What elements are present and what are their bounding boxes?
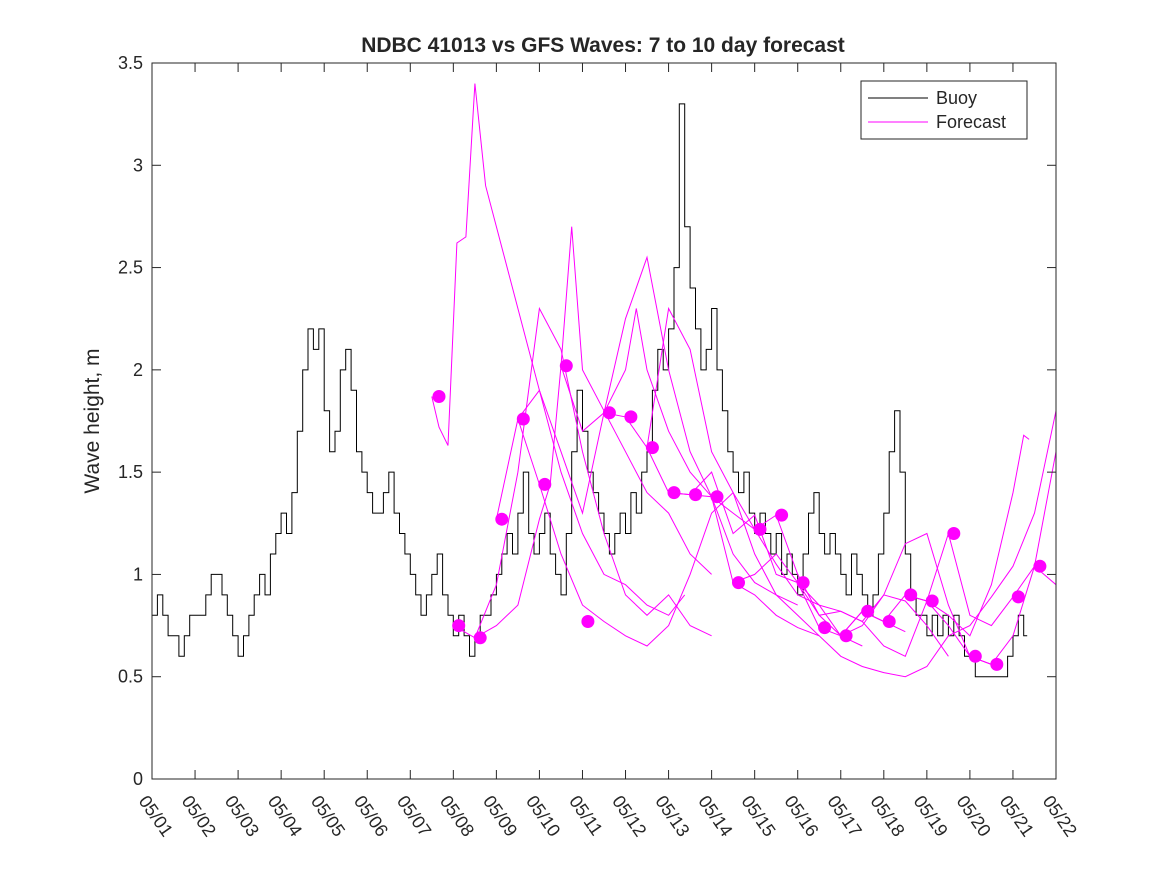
forecast-marker-3 <box>473 631 487 645</box>
forecast-line-3 <box>474 226 712 639</box>
legend: Buoy Forecast <box>860 80 1028 140</box>
plot-frame <box>151 62 1057 780</box>
forecast-line-4 <box>495 308 798 606</box>
y-tick-label: 3 <box>133 155 143 175</box>
forecast-marker-2 <box>452 619 466 633</box>
forecast-line-11 <box>797 531 1056 657</box>
forecast-line-9 <box>668 471 992 665</box>
forecast-marker-15 <box>732 576 745 590</box>
forecast-line-8 <box>646 306 949 657</box>
series-layer <box>152 83 1056 678</box>
forecast-marker-9 <box>602 406 616 420</box>
y-tick-label: 3.5 <box>118 53 143 73</box>
y-tick-label: 0 <box>133 769 143 789</box>
forecast-marker-20 <box>839 629 853 643</box>
legend-buoy-label: Buoy <box>936 88 977 108</box>
y-tick-label: 1 <box>133 564 143 584</box>
forecast-marker-18 <box>796 576 810 590</box>
forecast-marker-29 <box>1033 559 1047 573</box>
forecast-marker-12 <box>667 486 681 500</box>
y-axis-label: Wave height, m <box>81 348 104 493</box>
forecast-marker-26 <box>968 649 982 663</box>
y-tick-label: 0.5 <box>118 667 143 687</box>
forecast-marker-25 <box>947 527 961 540</box>
forecast-marker-23 <box>904 588 918 602</box>
legend-forecast-label: Forecast <box>936 112 1006 132</box>
forecast-marker-11 <box>645 441 659 455</box>
forecast-marker-4 <box>495 512 509 526</box>
forecast-marker-14 <box>710 490 724 504</box>
forecast-marker-22 <box>882 615 896 628</box>
forecast-marker-27 <box>990 657 1004 671</box>
legend-box <box>860 80 1028 140</box>
forecast-marker-6 <box>538 477 552 491</box>
forecast-line-2 <box>453 306 712 639</box>
forecast-marker-8 <box>581 615 595 628</box>
forecast-marker-7 <box>559 359 573 373</box>
forecast-marker-13 <box>689 488 702 502</box>
forecast-marker-10 <box>624 410 638 424</box>
y-tick-label: 1.5 <box>118 462 143 482</box>
forecast-marker-1 <box>432 390 446 403</box>
forecast-marker-16 <box>753 522 767 536</box>
forecast-marker-17 <box>775 508 789 522</box>
forecast-marker-28 <box>1011 590 1025 604</box>
forecast-marker-21 <box>861 604 875 618</box>
forecast-line-10 <box>732 410 1056 678</box>
forecast-line-12 <box>840 359 1056 665</box>
chart-title: NDBC 41013 vs GFS Waves: 7 to 10 day for… <box>361 34 845 57</box>
forecast-line-1 <box>431 83 686 616</box>
forecast-line-5 <box>517 418 820 647</box>
forecast-marker-19 <box>818 621 832 635</box>
forecast-marker-24 <box>925 594 939 608</box>
y-tick-label: 2.5 <box>118 258 143 278</box>
y-tick-label: 2 <box>133 360 143 380</box>
forecast-marker-5 <box>516 412 530 426</box>
